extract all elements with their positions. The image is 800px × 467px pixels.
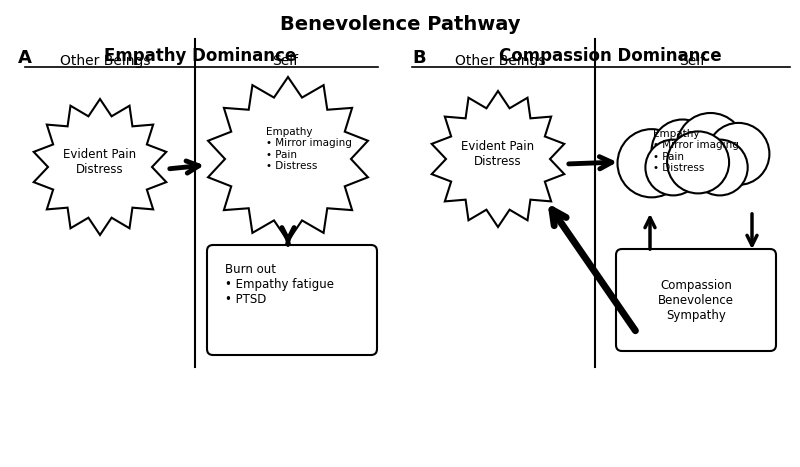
Circle shape xyxy=(677,113,745,181)
Text: Compassion
Benevolence
Sympathy: Compassion Benevolence Sympathy xyxy=(658,278,734,321)
Circle shape xyxy=(646,140,701,195)
Circle shape xyxy=(618,129,686,198)
Text: Other Beings: Other Beings xyxy=(454,54,546,68)
Text: Empathy Dominance: Empathy Dominance xyxy=(104,47,296,65)
Circle shape xyxy=(667,131,729,193)
Text: Empathy
• Mirror imaging
• Pain
• Distress: Empathy • Mirror imaging • Pain • Distre… xyxy=(266,127,352,171)
Circle shape xyxy=(651,120,714,182)
Polygon shape xyxy=(34,99,166,235)
Text: Empathy
• Mirror imaging
• Pain
• Distress: Empathy • Mirror imaging • Pain • Distre… xyxy=(653,128,739,173)
Text: Self: Self xyxy=(272,54,298,68)
Text: Evident Pain
Distress: Evident Pain Distress xyxy=(462,140,534,168)
FancyBboxPatch shape xyxy=(616,249,776,351)
Circle shape xyxy=(707,123,770,185)
Text: B: B xyxy=(412,49,426,67)
Text: Other Beings: Other Beings xyxy=(60,54,150,68)
Text: A: A xyxy=(18,49,32,67)
FancyBboxPatch shape xyxy=(207,245,377,355)
Text: Burn out
• Empathy fatigue
• PTSD: Burn out • Empathy fatigue • PTSD xyxy=(225,263,334,306)
Text: Self: Self xyxy=(679,54,705,68)
Polygon shape xyxy=(208,77,368,241)
Polygon shape xyxy=(432,91,564,227)
Text: Compassion Dominance: Compassion Dominance xyxy=(498,47,722,65)
Circle shape xyxy=(692,140,748,195)
Text: Benevolence Pathway: Benevolence Pathway xyxy=(280,15,520,34)
Text: Evident Pain
Distress: Evident Pain Distress xyxy=(63,148,137,176)
